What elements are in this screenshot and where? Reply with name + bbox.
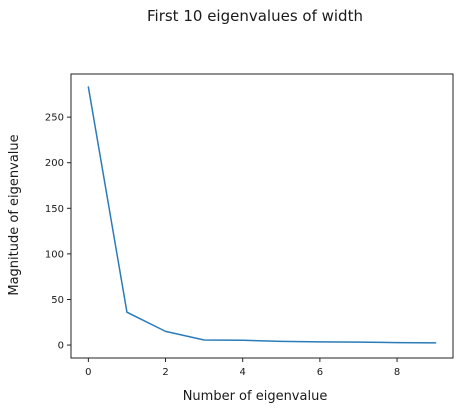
y-tick-label-0: 0	[58, 341, 64, 352]
y-tick-label-100: 100	[45, 249, 64, 260]
y-tick-label-250: 250	[45, 113, 64, 124]
x-tick-label-0: 0	[85, 367, 91, 378]
series-line-0	[87, 86, 437, 344]
x-tick-label-6: 6	[317, 367, 323, 378]
y-axis-label: Magnitude of eigenvalue	[7, 134, 22, 295]
plot-frame	[70, 73, 454, 359]
y-tick-label-150: 150	[45, 204, 64, 215]
x-axis-label: Number of eigenvalue	[183, 389, 328, 404]
x-tick-label-2: 2	[162, 367, 168, 378]
plot-area: 0 2 4 6 8 0 50 100 150 200 250	[45, 73, 454, 378]
x-tick-label-8: 8	[394, 367, 400, 378]
y-tick-label-50: 50	[51, 295, 64, 306]
x-tick-label-4: 4	[240, 367, 246, 378]
y-tick-label-200: 200	[45, 158, 64, 169]
chart-title: First 10 eigenvalues of width	[147, 7, 363, 25]
